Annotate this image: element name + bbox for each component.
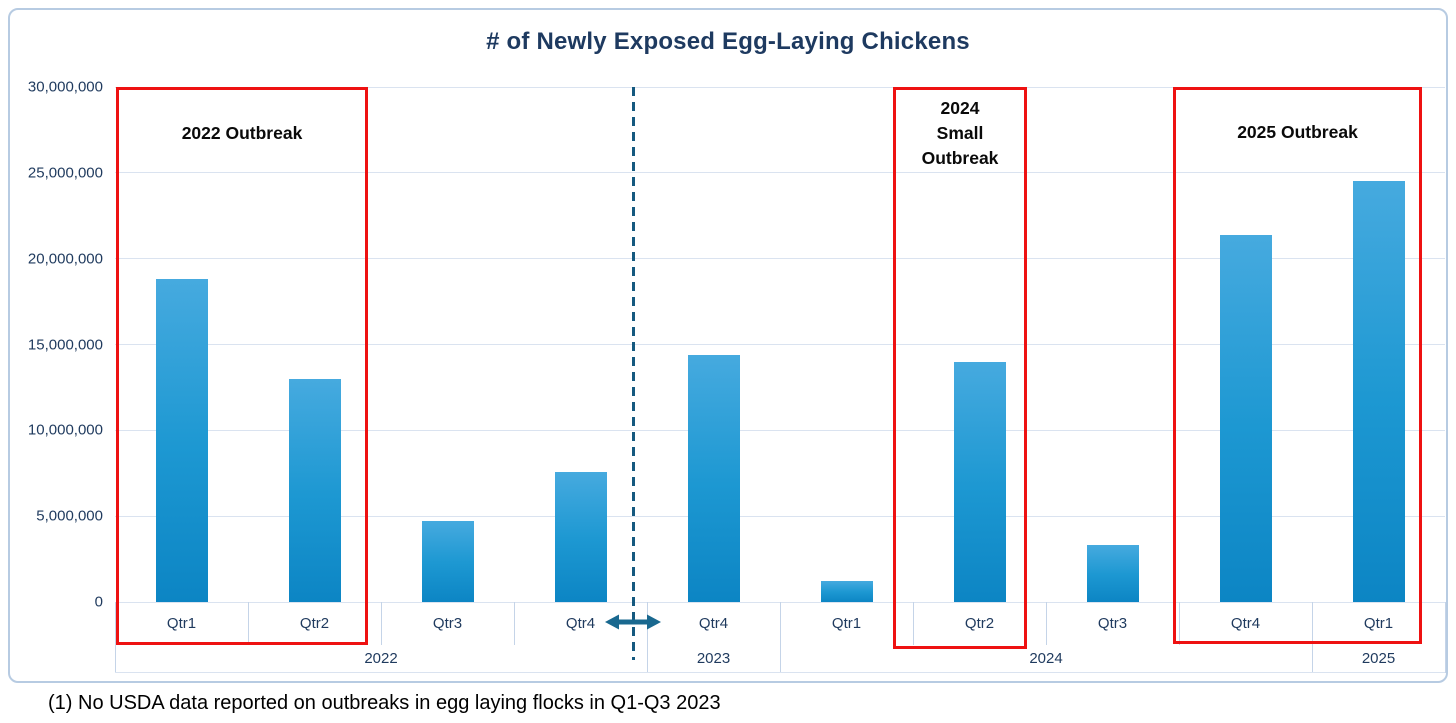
bar-2024-Qtr3 (1086, 545, 1139, 602)
bar-2022-Qtr2 (288, 379, 341, 602)
year-tick (1312, 645, 1313, 673)
year-group-label-2022: 2022 (364, 650, 398, 667)
bar-2024-Qtr2 (953, 362, 1006, 602)
chart-title: # of Newly Exposed Egg-Laying Chickens (486, 28, 970, 55)
y-axis-tick-label: 15,000,000 (27, 336, 103, 353)
footnote: (1) No USDA data reported on outbreaks i… (48, 692, 721, 714)
y-axis-tick-label: 0 (94, 593, 103, 611)
x-tick-label-2022-Qtr3: Qtr3 (432, 615, 463, 632)
x-tick-label-2024-Qtr1: Qtr1 (831, 615, 862, 632)
x-tick-label-2022-Qtr4: Qtr4 (565, 615, 596, 632)
gridline-15,000,000 (115, 344, 1445, 345)
category-tick (248, 602, 249, 645)
outbreak-label-2: 2024 Small Outbreak (921, 98, 999, 168)
outbreak-box-1 (116, 87, 368, 645)
x-tick-label-2025-Qtr1: Qtr1 (1363, 615, 1394, 632)
outbreak-box-3 (1173, 87, 1422, 644)
category-tick (647, 602, 648, 645)
outbreak-label-1: 2022 Outbreak (181, 123, 303, 143)
y-axis-tick-label: 30,000,000 (27, 78, 103, 96)
year-group-label-2024: 2024 (1029, 650, 1063, 667)
year-tick (115, 645, 116, 673)
x-tick-label-2023-Qtr4: Qtr4 (698, 615, 729, 632)
category-tick (1312, 602, 1313, 645)
x-tick-label-2024-Qtr3: Qtr3 (1097, 615, 1128, 632)
bar-2022-Qtr3 (421, 521, 474, 602)
gridline-10,000,000 (115, 429, 1445, 431)
category-tick (1046, 602, 1047, 645)
category-tick (1179, 602, 1180, 645)
y-axis-tick-label: 25,000,000 (27, 164, 103, 182)
category-tick (913, 602, 914, 645)
y-axis-tick-label: 10,000,000 (27, 421, 103, 439)
category-tick (381, 602, 382, 645)
y-axis-tick-label: 5,000,000 (36, 507, 103, 525)
gridline-20,000,000 (115, 258, 1445, 260)
category-tick (514, 602, 515, 645)
category-tick (1445, 602, 1446, 645)
category-tick (780, 602, 781, 645)
bar-2025-Qtr1 (1352, 181, 1405, 602)
year-tick (647, 645, 648, 673)
bar-2024-Qtr1 (820, 581, 873, 602)
x-tick-label-2022-Qtr1: Qtr1 (166, 615, 197, 632)
x-tick-label-2024-Qtr2: Qtr2 (964, 615, 995, 632)
gridline-25,000,000 (115, 172, 1445, 174)
bar-2022-Qtr1 (155, 279, 208, 602)
bar-2023-Qtr4 (687, 355, 740, 602)
outbreak-label-3: 2025 Outbreak (1237, 122, 1358, 142)
bar-2022-Qtr4 (554, 472, 607, 602)
year-tick (780, 645, 781, 673)
year-group-label-2023: 2023 (696, 650, 731, 667)
gridline-30,000,000 (115, 86, 1445, 88)
category-tick (115, 602, 116, 645)
x-tick-label-2022-Qtr2: Qtr2 (299, 615, 330, 632)
x-tick-label-2024-Qtr4: Qtr4 (1230, 615, 1261, 632)
gridline-5,000,000 (115, 515, 1445, 517)
axis-bottom-line (115, 672, 1445, 673)
year-tick (1445, 645, 1446, 673)
bar-2024-Qtr4 (1219, 235, 1272, 602)
y-axis-tick-label: 20,000,000 (27, 250, 103, 268)
outbreak-box-2 (893, 87, 1027, 649)
year-group-label-2025: 2025 (1361, 650, 1396, 667)
